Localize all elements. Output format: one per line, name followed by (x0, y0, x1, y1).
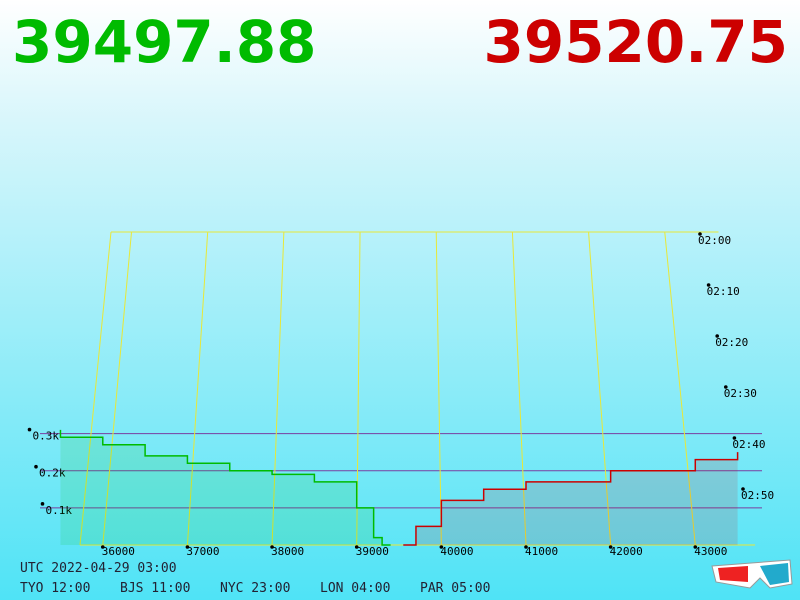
x-tick-label: 38000 (271, 545, 304, 558)
time-label: 02:30 (724, 387, 757, 400)
tick-dot (34, 464, 38, 469)
time-label: 02:50 (741, 489, 774, 502)
grid-line (588, 231, 612, 546)
tick-dot (698, 232, 702, 236)
x-tick-label: 36000 (102, 545, 135, 558)
tick-dot (524, 545, 528, 549)
tick-dot (185, 545, 190, 549)
bid-price: 39497.88 (12, 8, 317, 76)
grid-line (511, 231, 527, 546)
grid-line (664, 231, 696, 546)
x-tick-label: 37000 (186, 545, 219, 558)
tick-dot (270, 545, 274, 549)
x-tick-label: 41000 (525, 545, 558, 558)
grid-line (435, 231, 442, 546)
tick-dot (40, 502, 45, 506)
tick-dot (706, 283, 711, 287)
depth-line (59, 429, 391, 546)
time-label: 02:20 (715, 336, 748, 349)
x-tick-label: 42000 (610, 545, 643, 558)
y-tick-label: 0.3k (33, 430, 60, 443)
zones: TYO 12:00 BJS 11:00 NYC 23:00 LON 04:00 PAR … (20, 581, 490, 596)
x-tick-label: 43000 (694, 545, 727, 558)
zone-time: PAR 05:00 (420, 581, 490, 596)
utc-time: UTC 2022-04-29 03:00 (20, 561, 177, 576)
grid-line (186, 231, 209, 546)
tick-dot (608, 545, 613, 549)
plot: 0.1k 0.2k 0.3k 36000 37000 38000 39000 40000 410… (27, 231, 774, 558)
y-tick-label: 0.1k (46, 504, 73, 517)
tick-dot (27, 427, 32, 432)
tick-dot (732, 436, 737, 440)
x-tick-label: 40000 (440, 545, 473, 558)
tick-dot (724, 385, 728, 389)
time-label: 02:10 (707, 285, 740, 298)
y-tick-label: 0.2k (39, 467, 66, 480)
glasses-icon (711, 559, 793, 589)
depth-area (60, 429, 391, 545)
depth-area (403, 452, 738, 545)
tick-dot (100, 545, 105, 549)
grid-line (102, 231, 133, 546)
tick-dot (715, 334, 719, 338)
tick-dot (741, 487, 745, 491)
depth-line (403, 452, 739, 546)
zone-time: TYO 12:00 (20, 581, 90, 596)
tick-dot (354, 545, 359, 549)
grid-line (271, 231, 285, 546)
time-label: 02:40 (732, 438, 765, 451)
floor-left (79, 231, 112, 546)
zone-time: BJS 11:00 (120, 581, 190, 596)
tick-dot (439, 545, 444, 549)
time-label: 02:00 (698, 234, 731, 247)
tick-dot (693, 545, 698, 549)
x-tick-label: 39000 (356, 545, 389, 558)
ask-price: 39520.75 (483, 8, 788, 76)
zone-time: LON 04:00 (320, 581, 390, 596)
zone-time: NYC 23:00 (220, 581, 290, 596)
